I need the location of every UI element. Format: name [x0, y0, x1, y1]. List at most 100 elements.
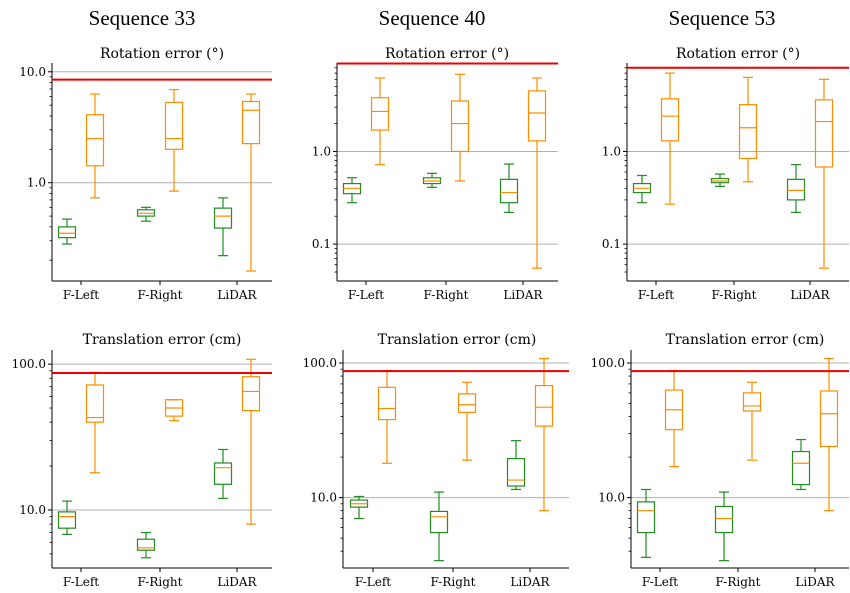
- x-tick-label: F-Right: [712, 288, 757, 302]
- box-plot: [664, 369, 684, 468]
- box-iqr: [527, 90, 547, 142]
- y-tick-label: 1.0: [312, 144, 331, 158]
- box-iqr: [534, 384, 554, 427]
- box-plot: [213, 197, 233, 257]
- x-tick-label: LiDAR: [510, 575, 550, 589]
- box-plot: [85, 371, 105, 474]
- box-iqr: [819, 390, 839, 448]
- panel-title: Rotation error (°): [385, 46, 509, 62]
- y-tick-label: 100.0: [303, 356, 337, 370]
- y-tick-label: 1.0: [27, 176, 46, 190]
- box-plot: [164, 399, 184, 422]
- box-iqr: [786, 178, 806, 201]
- translation-error-panel-seq33: Translation error (cm) 10.0 100.0 F-Left F-…: [12, 332, 272, 589]
- box-iqr: [636, 501, 656, 534]
- box-iqr: [85, 384, 105, 423]
- x-tick-label: F-Right: [424, 288, 469, 302]
- rotation-error-panel-seq33: Rotation error (°) 1.0 10.0 F-Left F-Right L…: [19, 46, 272, 302]
- box-plot: [786, 164, 806, 213]
- x-tick-label: F-Left: [63, 288, 99, 302]
- box-plot: [534, 357, 554, 512]
- panel-title: Translation error (cm): [666, 332, 825, 348]
- x-tick-label: F-Left: [348, 288, 384, 302]
- box-plot: [710, 173, 730, 187]
- box-iqr: [57, 511, 77, 529]
- sequence-title-1: Sequence 33: [89, 6, 196, 30]
- box-plot: [742, 381, 762, 461]
- y-tick-label: 0.1: [602, 237, 621, 251]
- box-iqr: [370, 97, 390, 131]
- box-iqr: [814, 99, 834, 168]
- y-tick-label: 10.0: [19, 65, 46, 79]
- box-iqr: [85, 114, 105, 167]
- translation-error-panel-seq53: Translation error (cm) 10.0 100.0 F-Left F-…: [591, 332, 849, 589]
- box-plot: [499, 163, 519, 213]
- box-plot: [506, 440, 526, 491]
- x-tick-label: LiDAR: [217, 288, 257, 302]
- box-iqr: [429, 510, 449, 534]
- box-plot: [57, 218, 77, 245]
- x-tick-label: F-Left: [63, 575, 99, 589]
- box-iqr: [213, 462, 233, 485]
- panel-title: Translation error (cm): [83, 332, 242, 348]
- box-iqr: [457, 393, 477, 413]
- box-plot: [819, 357, 839, 512]
- box-iqr: [241, 100, 261, 145]
- box-plot: [241, 93, 261, 272]
- box-plot: [370, 77, 390, 166]
- box-plot: [527, 77, 547, 269]
- box-plot: [213, 448, 233, 500]
- box-iqr: [213, 207, 233, 229]
- box-plot: [422, 172, 442, 188]
- box-plot: [136, 531, 156, 559]
- box-iqr: [136, 538, 156, 551]
- y-tick-label: 10.0: [19, 503, 46, 517]
- box-plot: [660, 72, 680, 205]
- panel-title: Rotation error (°): [100, 46, 224, 62]
- box-iqr: [742, 392, 762, 412]
- box-plot: [85, 93, 105, 199]
- x-tick-label: LiDAR: [217, 575, 257, 589]
- box-plot: [136, 206, 156, 222]
- box-iqr: [791, 450, 811, 486]
- box-plot: [714, 491, 734, 562]
- y-tick-label: 100.0: [12, 357, 46, 371]
- x-tick-label: F-Right: [431, 575, 476, 589]
- box-plot: [429, 491, 449, 562]
- box-iqr: [450, 100, 470, 153]
- box-iqr: [57, 226, 77, 239]
- y-tick-label: 1.0: [602, 144, 621, 158]
- box-plot: [791, 438, 811, 491]
- box-plot: [349, 495, 369, 520]
- translation-error-panel-seq40: Translation error (cm) 10.0 100.0 F-Left F-…: [303, 332, 569, 589]
- box-iqr: [506, 457, 526, 487]
- box-plot: [450, 73, 470, 182]
- x-tick-label: F-Right: [138, 575, 183, 589]
- box-plot: [241, 358, 261, 525]
- box-plot: [814, 78, 834, 269]
- box-plot: [636, 488, 656, 558]
- box-iqr: [241, 376, 261, 412]
- panel-title: Translation error (cm): [378, 332, 537, 348]
- y-tick-label: 100.0: [591, 356, 625, 370]
- box-iqr: [714, 505, 734, 534]
- box-iqr: [164, 101, 184, 150]
- sequence-title-2: Sequence 40: [379, 6, 486, 30]
- y-tick-label: 10.0: [598, 491, 625, 505]
- box-iqr: [660, 98, 680, 142]
- rotation-error-panel-seq53: Rotation error (°) 0.1 1.0 F-Left F-Right Li…: [602, 46, 849, 302]
- x-tick-label: LiDAR: [790, 288, 830, 302]
- box-iqr: [738, 104, 758, 160]
- x-tick-label: F-Left: [638, 288, 674, 302]
- box-iqr: [499, 178, 519, 204]
- x-tick-label: LiDAR: [795, 575, 835, 589]
- sequence-title-3: Sequence 53: [669, 6, 776, 30]
- x-tick-label: F-Right: [138, 288, 183, 302]
- x-tick-label: F-Left: [642, 575, 678, 589]
- y-tick-label: 10.0: [310, 491, 337, 505]
- box-plot: [457, 381, 477, 461]
- rotation-error-panel-seq40: Rotation error (°) 0.1 1.0 F-Left F-Right Li…: [312, 46, 558, 302]
- x-tick-label: F-Right: [716, 575, 761, 589]
- box-plot: [632, 174, 652, 204]
